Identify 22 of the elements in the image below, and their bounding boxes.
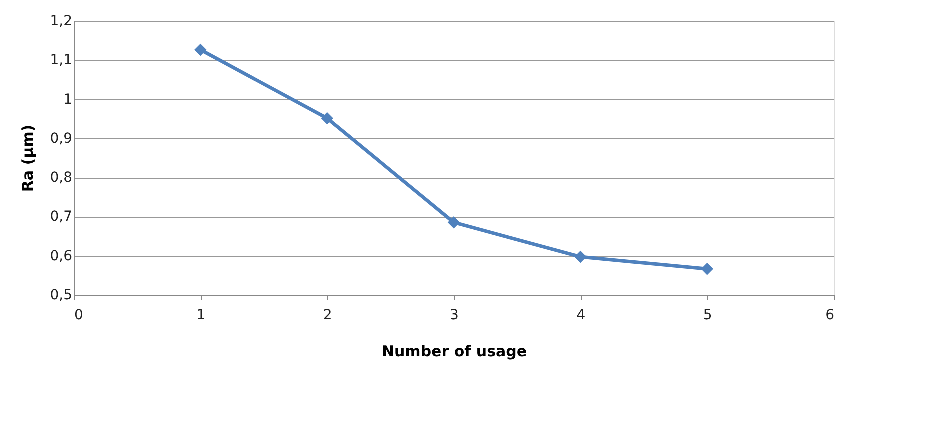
- y-tick-label: 0,8: [50, 170, 72, 186]
- x-tick-label: 5: [703, 308, 712, 324]
- x-tick-label: 4: [576, 308, 586, 324]
- y-tick-label: 1: [64, 92, 72, 108]
- x-tick-label: 3: [450, 308, 459, 324]
- point: [194, 44, 207, 56]
- y-tick-label: 0,7: [50, 209, 72, 226]
- y-tick-label: 0,5: [50, 288, 72, 304]
- y-tick-label: 1,1: [50, 52, 72, 69]
- y-tick-label: 1,2: [50, 14, 72, 30]
- x-tick-label: 2: [323, 308, 332, 324]
- x-tick-label: 6: [826, 308, 835, 324]
- x-tick-label: 1: [196, 308, 206, 324]
- point: [574, 250, 587, 264]
- y-tick-label: 0,9: [50, 130, 72, 147]
- x-tick-label: 0: [74, 308, 84, 324]
- point: [701, 263, 714, 276]
- x-axis-title: Number of usage: [382, 342, 528, 360]
- point: [321, 112, 334, 125]
- point: [448, 216, 460, 229]
- y-tick-label: 0,6: [50, 248, 73, 264]
- y-axis-title: Ra (µm): [19, 124, 38, 192]
